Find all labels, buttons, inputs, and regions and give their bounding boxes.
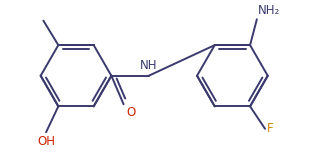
Text: OH: OH xyxy=(37,135,55,148)
Text: NH: NH xyxy=(140,59,157,72)
Text: NH₂: NH₂ xyxy=(258,4,280,17)
Text: F: F xyxy=(266,122,273,135)
Text: O: O xyxy=(126,106,136,119)
